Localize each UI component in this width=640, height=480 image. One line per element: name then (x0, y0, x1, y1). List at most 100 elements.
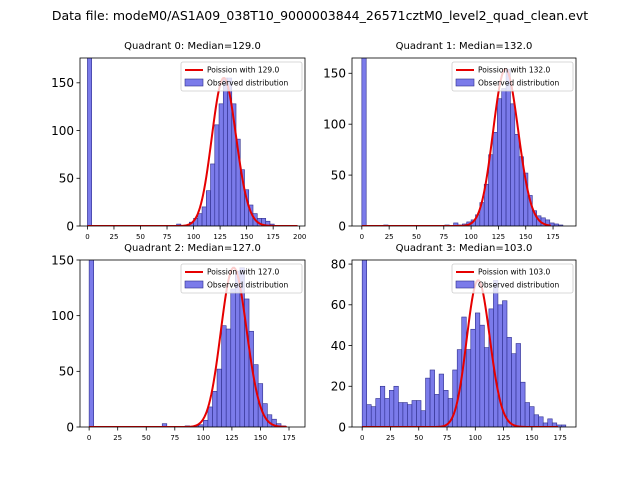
axes-frame (79, 259, 306, 428)
histogram-bars (361, 260, 567, 427)
histogram-bar (221, 325, 227, 427)
histogram-bar (438, 373, 444, 427)
subplot-quadrant-2: Quadrant 2: Median=127.0 0 50 100 150 0 25 50 75… (51, 243, 306, 442)
y-tick-label: 40 (331, 339, 346, 353)
legend-frame (451, 61, 574, 92)
y-tick-label: 60 (331, 298, 346, 312)
histogram-bar (393, 385, 399, 427)
histogram-bar (443, 390, 449, 427)
poisson-curve (87, 77, 298, 226)
legend-bar-swatch (455, 280, 475, 289)
y-tick-label: 0 (66, 420, 74, 434)
x-tick-label: 125 (497, 434, 510, 442)
x-tick-label: 175 (282, 434, 295, 442)
histogram-bar (429, 369, 435, 427)
histogram-bar (505, 68, 511, 226)
y-tick-label: 150 (323, 67, 346, 81)
x-tick-label: 100 (197, 434, 210, 442)
figure-title: Data file: modeM0/AS1A09_038T10_90000038… (52, 8, 588, 23)
subplot-title: Quadrant 0: Median=129.0 (124, 41, 261, 52)
histogram-bar (515, 343, 521, 427)
legend-frame (180, 61, 303, 92)
y-tick-label: 150 (51, 76, 74, 90)
histogram-bar (511, 353, 517, 427)
x-tick-label: 100 (464, 233, 477, 241)
histogram-bar (407, 404, 413, 427)
histogram-bar (533, 414, 539, 427)
y-tick-label: 0 (66, 219, 74, 233)
histogram-bar (510, 103, 516, 226)
y-tick-label: 50 (59, 172, 74, 186)
histogram-bars (87, 58, 275, 226)
histogram-bar (210, 163, 216, 226)
y-tick-label: 50 (331, 168, 346, 182)
histogram-bar (514, 134, 520, 226)
legend: Poission with 127.0 Observed distribution (180, 263, 303, 294)
histogram-bar (479, 324, 485, 427)
subplot-title: Quadrant 2: Median=127.0 (124, 243, 261, 254)
legend-bar-swatch (455, 78, 475, 87)
legend-curve-label: Poission with 103.0 (478, 268, 551, 277)
histogram-bar (547, 418, 553, 427)
x-tick-label: 125 (213, 233, 226, 241)
axes-frame (79, 57, 306, 227)
histogram-bar (366, 404, 372, 427)
histogram-bar (470, 328, 476, 427)
y-tick-label: 100 (323, 117, 346, 131)
y-tick-label: 0 (338, 219, 346, 233)
histogram-bar (230, 288, 236, 427)
x-tick-label: 50 (136, 233, 145, 241)
legend-observed-label: Observed distribution (478, 281, 559, 290)
x-tick-label: 0 (360, 233, 364, 241)
x-tick-label: 175 (553, 434, 566, 442)
x-tick-label: 100 (469, 434, 482, 442)
subplot-title: Quadrant 1: Median=132.0 (396, 41, 533, 52)
histogram-bar (411, 400, 417, 427)
legend-bar-swatch (184, 280, 204, 289)
histogram-bar (379, 385, 386, 427)
axes-frame (351, 57, 577, 227)
x-tick-label: 50 (412, 233, 421, 241)
x-tick-label: 125 (492, 233, 505, 241)
histogram-bar (201, 206, 207, 226)
histogram-bar (416, 400, 422, 427)
histogram-bar (235, 270, 241, 427)
histogram-bar (207, 406, 213, 427)
legend: Poission with 132.0 Observed distribution (451, 61, 574, 92)
x-tick-label: 100 (187, 233, 200, 241)
histogram-bar (524, 402, 530, 427)
x-tick-label: 75 (443, 434, 452, 442)
x-tick-label: 25 (113, 434, 122, 442)
x-tick-label: 200 (293, 233, 306, 241)
y-tick-label: 100 (51, 309, 74, 323)
histogram-bars (361, 58, 564, 226)
legend-observed-label: Observed distribution (207, 79, 288, 88)
axes-frame (351, 259, 577, 428)
legend-frame (180, 263, 303, 294)
x-tick-label: 75 (163, 233, 172, 241)
x-tick-label: 150 (240, 233, 253, 241)
x-tick-label: 175 (546, 233, 559, 241)
x-tick-label: 75 (170, 434, 179, 442)
histogram-bar (197, 213, 203, 226)
subplot-grid: Quadrant 0: Median=129.0 0 50 100 150 0 25 50 75… (51, 41, 577, 442)
histogram-bar (484, 347, 490, 427)
x-tick-label: 0 (360, 434, 364, 442)
histogram-bar (398, 402, 404, 427)
histogram-bar (88, 260, 95, 427)
x-tick-label: 150 (525, 434, 538, 442)
histogram-bar (465, 349, 472, 427)
histogram-bar (493, 280, 499, 427)
y-tick-label: 50 (59, 365, 74, 379)
histogram-bar (205, 190, 211, 226)
x-tick-label: 0 (85, 233, 89, 241)
histogram-bar (265, 220, 271, 226)
histogram-bar (361, 58, 367, 226)
x-tick-label: 25 (386, 434, 395, 442)
legend-observed-label: Observed distribution (478, 79, 559, 88)
x-tick-label: 150 (254, 434, 267, 442)
histogram-bar (389, 390, 395, 427)
x-tick-label: 50 (142, 434, 151, 442)
x-tick-label: 150 (519, 233, 532, 241)
